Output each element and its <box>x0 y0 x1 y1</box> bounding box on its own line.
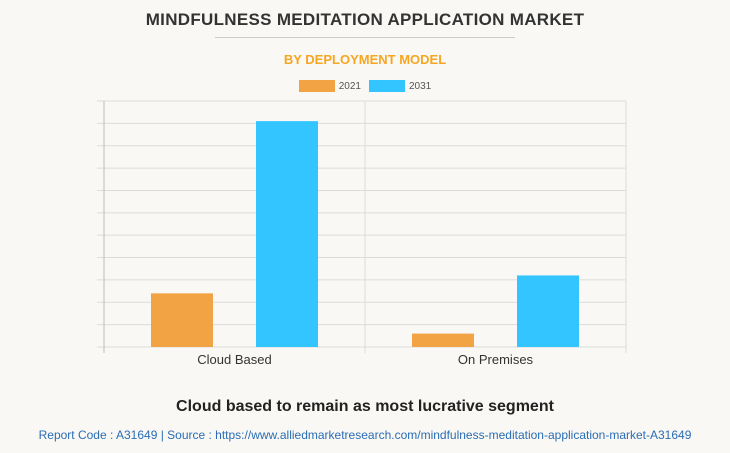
x-tick-label: Cloud Based <box>197 352 271 367</box>
chart-caption: Cloud based to remain as most lucrative … <box>176 398 554 415</box>
legend-item-2031[interactable]: 2031 <box>369 80 431 92</box>
legend-swatch <box>369 80 405 92</box>
legend-swatch <box>298 80 335 92</box>
legend-item-2021[interactable]: 2021 <box>298 80 361 92</box>
bar-2031-cloud-based <box>256 121 318 347</box>
bar-2021-on-premises <box>412 333 474 347</box>
bar-2031-on-premises <box>517 275 579 347</box>
legend-label: 2031 <box>409 80 432 92</box>
chart-subtitle: BY DEPLOYMENT MODEL <box>283 52 447 67</box>
title-divider <box>215 37 515 38</box>
legend-label: 2021 <box>338 80 361 92</box>
bar-2021-cloud-based <box>151 293 213 347</box>
legend: 2021 2031 <box>0 80 730 92</box>
source-line[interactable]: Report Code : A31649 | Source : https://… <box>38 428 692 442</box>
chart-title: MINDFULNESS MEDITATION APPLICATION MARKE… <box>145 10 585 29</box>
x-tick-label: On Premises <box>458 352 534 367</box>
